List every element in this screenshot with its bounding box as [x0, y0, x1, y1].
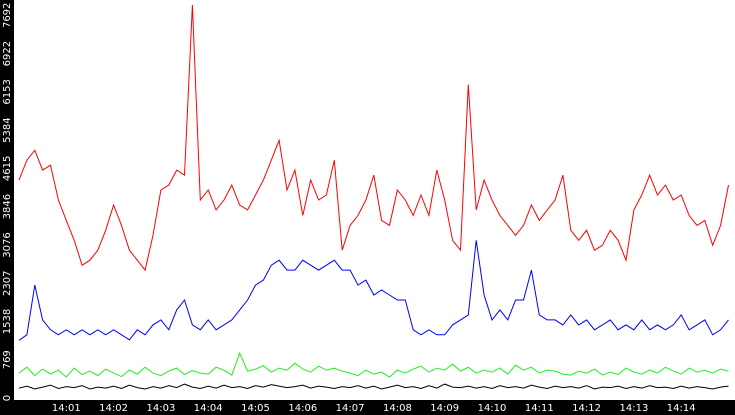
- x-tick-label: 14:13: [619, 403, 648, 414]
- x-tick-label: 14:11: [525, 403, 554, 414]
- series-line: [18, 4, 729, 272]
- x-tick-label: 14:14: [667, 403, 696, 414]
- x-tick-label: 14:07: [336, 403, 365, 414]
- series-line: [18, 383, 729, 390]
- y-tick-label: 5384: [2, 117, 13, 142]
- x-tick-label: 14:02: [99, 403, 128, 414]
- x-tick-label: 14:12: [572, 403, 601, 414]
- y-axis-strip: [0, 0, 14, 415]
- y-tick-label: 7692: [2, 3, 13, 28]
- y-tick-label: 3846: [2, 194, 13, 219]
- x-tick-label: 14:08: [383, 403, 412, 414]
- x-axis-strip: [0, 400, 735, 415]
- x-tick-label: 14:04: [194, 403, 223, 414]
- x-tick-label: 14:09: [430, 403, 459, 414]
- y-tick-label: 6922: [2, 41, 13, 66]
- y-tick-label: 2307: [2, 271, 13, 296]
- y-tick-label: 6153: [2, 79, 13, 104]
- y-tick-label: 0: [2, 395, 13, 401]
- x-tick-label: 14:10: [478, 403, 507, 414]
- y-tick-label: 1538: [2, 309, 13, 334]
- y-tick-label: 3076: [2, 232, 13, 257]
- y-tick-label: 4615: [2, 156, 13, 181]
- series-line: [18, 351, 729, 378]
- x-tick-label: 14:01: [52, 403, 81, 414]
- series-line: [18, 240, 729, 341]
- x-tick-label: 14:03: [146, 403, 175, 414]
- x-tick-label: 14:06: [288, 403, 317, 414]
- x-tick-label: 14:05: [241, 403, 270, 414]
- y-tick-label: 769: [2, 350, 13, 369]
